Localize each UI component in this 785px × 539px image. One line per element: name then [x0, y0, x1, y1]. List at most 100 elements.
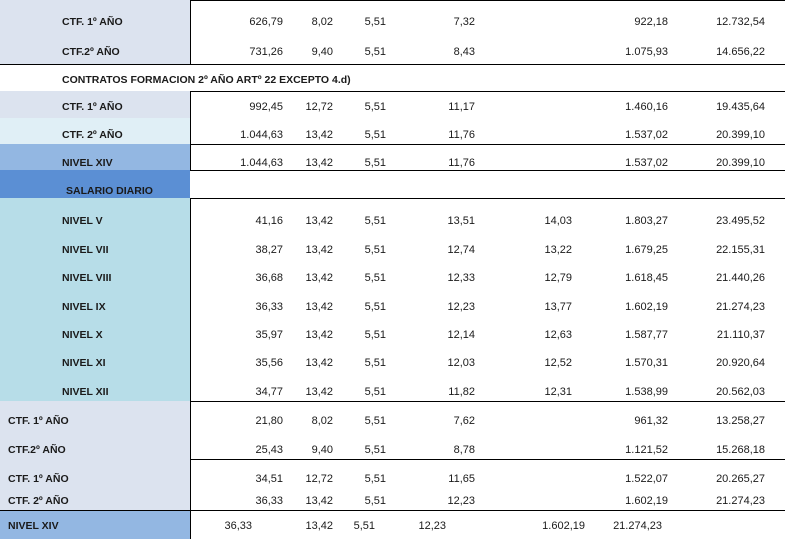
cell-value: 21.274,23 — [716, 495, 765, 507]
cell-value: 12,72 — [305, 473, 333, 485]
cell-value: 13,42 — [305, 301, 333, 313]
cell-value: 1.044,63 — [240, 129, 283, 141]
cell-value: 1.538,99 — [625, 386, 668, 398]
cell-value: 13,42 — [305, 244, 333, 256]
cell-value: 7,62 — [453, 415, 475, 427]
row-label: NIVEL XI — [62, 357, 106, 369]
cell-value: 8,02 — [311, 16, 333, 28]
cell-value: 20.265,27 — [716, 473, 765, 485]
row-label: NIVEL VII — [62, 244, 109, 256]
cell-value: 5,51 — [364, 357, 386, 369]
cell-value: 19.435,64 — [716, 101, 765, 113]
cell-value: 13,51 — [447, 215, 475, 227]
cell-value: 14,03 — [544, 215, 572, 227]
cell-value: 8,02 — [311, 415, 333, 427]
cell-value: 1.537,02 — [625, 129, 668, 141]
row-band — [0, 144, 190, 170]
cell-value: 13,42 — [305, 272, 333, 284]
cell-value: 922,18 — [634, 16, 668, 28]
cell-value: 12,23 — [447, 301, 475, 313]
row-border — [0, 510, 785, 511]
cell-value: 11,76 — [448, 157, 475, 169]
cell-value: 626,79 — [249, 16, 283, 28]
cell-value: 12,33 — [447, 272, 475, 284]
row-band — [0, 198, 190, 401]
cell-value: 5,51 — [364, 244, 386, 256]
cell-value: 12,23 — [418, 520, 446, 532]
cell-value: 21.440,26 — [716, 272, 765, 284]
cell-value: 25,43 — [255, 444, 283, 456]
cell-value: 12,79 — [544, 272, 572, 284]
cell-value: 9,40 — [311, 444, 333, 456]
row-label: NIVEL VIII — [62, 272, 112, 284]
cell-value: 5,51 — [364, 16, 386, 28]
cell-value: 13,42 — [305, 215, 333, 227]
cell-value: 13,22 — [544, 244, 572, 256]
cell-value: 5,51 — [353, 520, 375, 532]
column-border — [190, 401, 191, 510]
row-label: CTF. 1º AÑO — [8, 473, 69, 485]
cell-value: 13,42 — [305, 157, 333, 169]
column-border — [190, 91, 191, 170]
row-border — [190, 198, 785, 199]
row-label: NIVEL V — [62, 215, 103, 227]
cell-value: 20.920,64 — [716, 357, 765, 369]
row-label: NIVEL XIV — [8, 520, 59, 532]
cell-value: 12,03 — [447, 357, 475, 369]
cell-value: 5,51 — [364, 386, 386, 398]
cell-value: 1.803,27 — [625, 215, 668, 227]
cell-value: 13,42 — [305, 520, 333, 532]
cell-value: 5,51 — [364, 101, 386, 113]
cell-value: 5,51 — [364, 215, 386, 227]
cell-value: 1.570,31 — [625, 357, 668, 369]
row-band — [0, 170, 190, 198]
cell-value: 5,51 — [364, 272, 386, 284]
row-label: CTF.2º AÑO — [62, 46, 120, 58]
row-border — [190, 91, 785, 92]
cell-value: 1.679,25 — [625, 244, 668, 256]
cell-value: 1.602,19 — [542, 520, 585, 532]
cell-value: 21.110,37 — [716, 329, 765, 341]
row-label: CTF. 2º AÑO — [62, 129, 123, 141]
cell-value: 21.274,23 — [613, 520, 662, 532]
cell-value: 1.602,19 — [625, 301, 668, 313]
cell-value: 15.268,18 — [716, 444, 765, 456]
cell-value: 8,43 — [453, 46, 475, 58]
cell-value: 13,42 — [305, 357, 333, 369]
cell-value: 12,14 — [447, 329, 475, 341]
cell-value: 22.155,31 — [716, 244, 765, 256]
cell-value: 1.121,52 — [625, 444, 668, 456]
cell-value: 11,76 — [448, 129, 475, 141]
cell-value: 5,51 — [364, 129, 386, 141]
column-border — [190, 510, 191, 539]
salario-diario-header: SALARIO DIARIO — [66, 185, 153, 197]
cell-value: 20.399,10 — [716, 129, 765, 141]
cell-value: 34,77 — [255, 386, 283, 398]
row-label: NIVEL XIV — [62, 157, 113, 169]
cell-value: 12,52 — [544, 357, 572, 369]
cell-value: 5,51 — [364, 157, 386, 169]
cell-value: 36,33 — [255, 301, 283, 313]
row-label: CTF.2º AÑO — [8, 444, 66, 456]
cell-value: 12,31 — [544, 386, 572, 398]
row-border — [190, 401, 785, 402]
cell-value: 12,74 — [447, 244, 475, 256]
cell-value: 41,16 — [255, 215, 283, 227]
cell-value: 1.522,07 — [625, 473, 668, 485]
row-border — [0, 64, 785, 65]
cell-value: 34,51 — [255, 473, 283, 485]
row-label: CTF. 1º AÑO — [62, 16, 123, 28]
cell-value: 8,78 — [453, 444, 475, 456]
cell-value: 11,17 — [448, 101, 475, 113]
cell-value: 35,56 — [255, 357, 283, 369]
cell-value: 1.602,19 — [625, 495, 668, 507]
cell-value: 731,26 — [249, 46, 283, 58]
cell-value: 36,33 — [255, 495, 283, 507]
cell-value: 7,32 — [453, 16, 475, 28]
cell-value: 13,42 — [305, 329, 333, 341]
cell-value: 5,51 — [364, 46, 386, 58]
row-band — [0, 91, 190, 118]
cell-value: 1.075,93 — [625, 46, 668, 58]
row-label: CTF. 1º AÑO — [8, 415, 69, 427]
cell-value: 11,82 — [448, 386, 475, 398]
